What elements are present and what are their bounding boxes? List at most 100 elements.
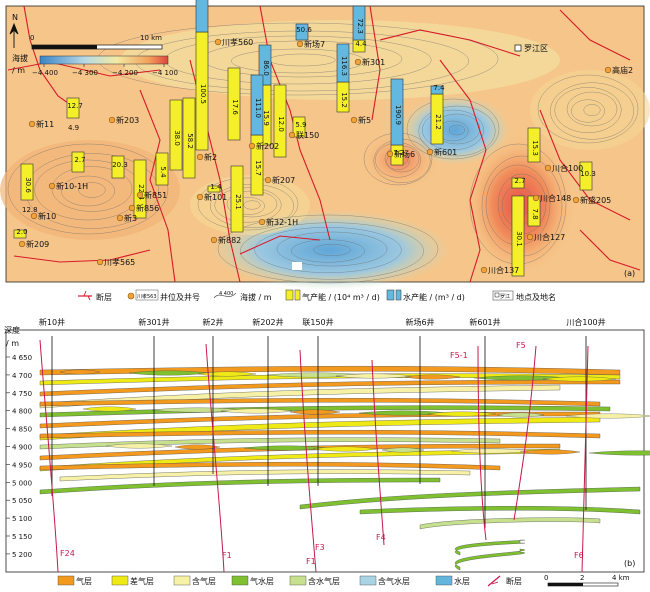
fault-F5-1-line <box>477 345 487 541</box>
contour-line <box>197 177 299 231</box>
well-name: 新5 <box>358 115 371 125</box>
productivity-bar: 4.4 72.3 <box>352 5 367 53</box>
reservoir-layer <box>39 477 441 495</box>
colorbar-tick-label: −4 200 <box>112 69 138 77</box>
depth-tick-label: 4 800 <box>12 408 32 416</box>
contour-line <box>313 244 351 256</box>
gas-bar <box>273 84 287 158</box>
map-scale-label: 10 km <box>140 34 162 42</box>
scale-b-tick-2: 4 km <box>612 574 630 582</box>
fault-F1-line <box>205 343 225 573</box>
well-name: 新10 <box>38 211 56 221</box>
reservoir-lens <box>82 406 137 412</box>
map-scale-bar: 0 10 km <box>30 34 163 50</box>
section-wells: 新10井 新301井 新2井 新202井 联150井 新场6井 新601井 川合100井 <box>39 317 606 528</box>
gas-bar <box>511 177 525 189</box>
productivity-bar: 25.1 <box>230 165 244 233</box>
well-name: 川合148 <box>540 193 571 203</box>
well-name: 川孝565 <box>104 258 135 267</box>
reservoir-layers <box>39 366 650 571</box>
colorbar-title: 海拔 <box>12 53 28 63</box>
section-well-name: 新202井 <box>252 317 283 327</box>
well-name: 川合127 <box>534 232 565 242</box>
gas-bar <box>227 67 241 141</box>
well-marker <box>386 150 394 158</box>
contour-line <box>276 231 388 267</box>
well-marker <box>258 218 266 226</box>
well-marker <box>480 266 488 274</box>
reservoir-layer <box>419 517 601 530</box>
water-bar <box>250 74 264 136</box>
panel-b-label: (b) <box>624 559 635 568</box>
fault-line <box>579 229 641 271</box>
gas-value: 38.0 <box>173 130 181 146</box>
legend-b-swatch <box>173 575 191 586</box>
depth-axis: 4 650 4 700 4 750 4 800 4 850 4 900 4 950 5 000… <box>6 354 32 559</box>
productivity-bar: 50.6 <box>295 23 312 41</box>
productivity-bar: 20.3 <box>111 155 128 179</box>
reservoir-layer <box>39 437 501 450</box>
map-well: 新202 <box>248 141 279 151</box>
fault-label: F6 <box>574 551 584 560</box>
gas-bar <box>207 185 221 193</box>
contour-line <box>583 104 601 116</box>
depth-tick-label: 5 150 <box>12 533 32 541</box>
gas-value: 30.1 <box>515 231 523 247</box>
reservoir-layer <box>39 379 621 397</box>
productivity-bar: 38.0 <box>169 99 183 171</box>
map-well: 新10 <box>30 211 56 221</box>
section-well: 新202井 <box>252 317 284 486</box>
depth-unit: / m <box>6 339 19 348</box>
legend-water-label: 水产能 / (m³ / d) <box>403 292 465 302</box>
well-name: 新3 <box>124 213 137 223</box>
fault-label: F5 <box>516 341 526 350</box>
legend-place-sample: 罗江 <box>500 293 510 300</box>
section-fault-labels: F24 F1 F1 F3 F4 F5-1 F5 F6 <box>60 341 584 566</box>
gas-value: 12.0 <box>277 116 285 132</box>
fault-label: F4 <box>376 533 386 542</box>
legend-gasbar: 气产能 / (10⁴ m³ / d) <box>285 289 380 302</box>
section-well-name: 新10井 <box>39 317 65 327</box>
map-well: 高庙2 <box>604 65 633 75</box>
fault-line <box>559 9 631 61</box>
fault-line <box>139 89 176 283</box>
productivity-bar: 30.6 <box>20 163 34 201</box>
colorbar-tick-label: −4 100 <box>152 69 178 77</box>
legend-waterbar: 水产能 / (m³ / d) <box>386 289 465 302</box>
water-value: 50.6 <box>296 26 312 34</box>
well-marker <box>214 38 222 46</box>
map-well: 新场7 <box>296 39 325 49</box>
section-well-name: 新2井 <box>202 317 223 327</box>
well-marker <box>30 212 38 220</box>
gas-bar <box>230 165 244 233</box>
contour-line <box>231 48 365 74</box>
panel-a-label: (a) <box>624 269 635 278</box>
water-value: 72.3 <box>356 18 364 34</box>
productivity-bar: 2.7 <box>71 151 86 173</box>
fault-line <box>439 59 487 283</box>
legend-fault: 断层 <box>78 290 112 302</box>
gas-bar <box>511 195 525 277</box>
gas-value: 20.3 <box>112 161 128 169</box>
well-name: 联150 <box>296 131 319 140</box>
fault-line <box>299 149 331 241</box>
productivity-bar: 2.0 <box>13 228 28 239</box>
map-well: 新203 <box>108 115 139 125</box>
map-well: 新209 <box>18 239 49 249</box>
contour-line <box>550 82 634 140</box>
gas-value: 21.2 <box>434 114 442 130</box>
fault-label: F5-1 <box>450 351 468 360</box>
legend-b-label: 含水气层 <box>308 576 340 586</box>
map-well: 新851 <box>136 190 167 200</box>
gas-value: 12.7 <box>67 102 83 110</box>
map-well: 川合137 <box>480 265 519 275</box>
district-label: 罗江区 <box>524 44 548 53</box>
scale-b-tick-1: 2 <box>580 574 584 582</box>
legend-well-sample: 川孝563 <box>137 294 157 300</box>
reservoir-layer <box>299 486 641 510</box>
water-value: 7.4 <box>433 84 445 92</box>
depth-tick-label: 4 950 <box>12 461 32 469</box>
gas-value: 25.1 <box>234 194 242 210</box>
fault-label: F24 <box>60 549 75 558</box>
well-marker <box>28 120 36 128</box>
